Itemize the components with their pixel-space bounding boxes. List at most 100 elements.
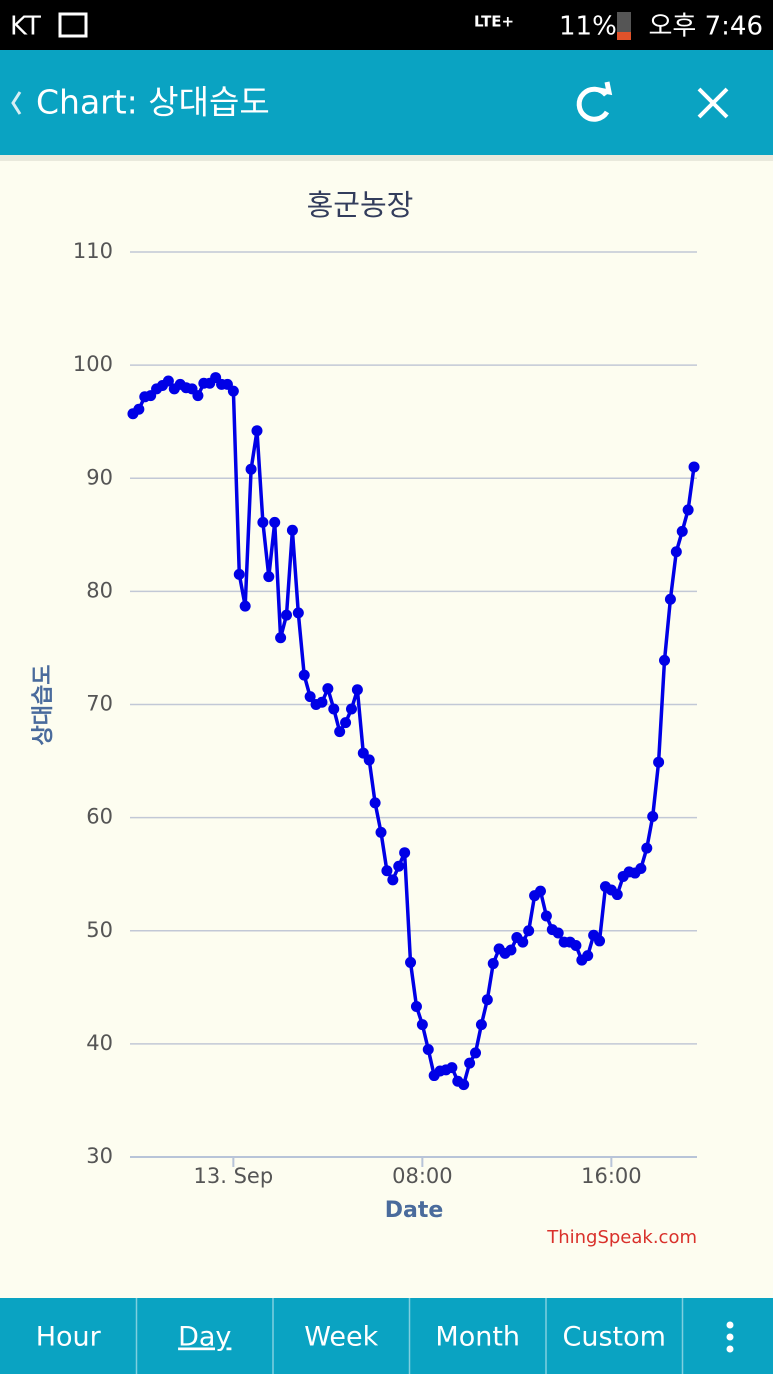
data-point[interactable]	[464, 1057, 476, 1069]
data-point[interactable]	[664, 593, 676, 605]
credit[interactable]: ThingSpeak.com	[546, 1227, 697, 1248]
y-tick-label: 110	[73, 239, 113, 263]
data-point[interactable]	[405, 956, 417, 968]
close-button[interactable]	[697, 87, 729, 119]
data-point[interactable]	[298, 669, 310, 681]
status-bar	[0, 0, 773, 50]
y-tick-label: 60	[86, 805, 113, 829]
data-point[interactable]	[292, 607, 304, 619]
app-bar-shadow	[0, 155, 773, 161]
data-point[interactable]	[594, 935, 606, 947]
carrier: KT	[10, 12, 41, 42]
refresh-button[interactable]	[576, 81, 613, 122]
data-point[interactable]	[523, 925, 535, 937]
data-point[interactable]	[162, 375, 174, 387]
y-axis-label: 상대습도	[31, 665, 56, 746]
network: LTE+	[474, 13, 514, 31]
data-point[interactable]	[245, 463, 257, 475]
data-point[interactable]	[470, 1047, 482, 1059]
data-point[interactable]	[582, 950, 594, 962]
data-point[interactable]	[239, 600, 251, 612]
data-point[interactable]	[381, 865, 393, 877]
data-point[interactable]	[192, 390, 204, 402]
data-point[interactable]	[387, 874, 399, 886]
data-point[interactable]	[505, 944, 517, 956]
plot: 30 40 50 60 70 80 90 100 110 13. Sep 08:00 16:00	[73, 239, 700, 1188]
data-point[interactable]	[422, 1044, 434, 1056]
data-point[interactable]	[251, 425, 263, 437]
data-point[interactable]	[635, 863, 647, 875]
tab[interactable]: Custom	[563, 1322, 666, 1353]
y-tick-label: 30	[86, 1144, 113, 1168]
data-point[interactable]	[322, 683, 334, 695]
data-point[interactable]	[286, 524, 298, 536]
data-point[interactable]	[393, 860, 405, 872]
data-point[interactable]	[481, 994, 493, 1006]
data-point[interactable]	[328, 703, 340, 715]
data-point[interactable]	[653, 756, 665, 768]
data-point[interactable]	[269, 516, 281, 528]
data-point[interactable]	[351, 684, 363, 696]
data-point[interactable]	[369, 797, 381, 809]
x-tick-label: 08:00	[392, 1164, 453, 1188]
back-button[interactable]	[11, 91, 22, 115]
x-axis-label: Date	[385, 1198, 444, 1223]
tab[interactable]: Hour	[36, 1322, 102, 1353]
data-point[interactable]	[257, 516, 269, 528]
data-point[interactable]	[233, 568, 245, 580]
data-point[interactable]	[227, 385, 239, 397]
data-point[interactable]	[375, 826, 387, 838]
data-point[interactable]	[682, 504, 694, 516]
data-point[interactable]	[399, 847, 411, 859]
data-point[interactable]	[487, 958, 499, 970]
data-point[interactable]	[446, 1062, 458, 1074]
tab[interactable]: Week	[304, 1322, 378, 1353]
data-point[interactable]	[517, 936, 529, 948]
data-point[interactable]	[345, 703, 357, 715]
clock: 오후 7:46	[649, 12, 764, 42]
data-point[interactable]	[534, 885, 546, 897]
data-point[interactable]	[316, 696, 328, 708]
data-point[interactable]	[647, 810, 659, 822]
data-point[interactable]	[641, 842, 653, 854]
tab[interactable]: Day	[178, 1322, 231, 1353]
data-point[interactable]	[304, 691, 316, 703]
y-tick-label: 50	[86, 918, 113, 942]
y-tick-label: 40	[86, 1031, 113, 1055]
data-point[interactable]	[676, 525, 688, 537]
battery: 11%	[559, 12, 617, 42]
battery-level	[617, 32, 631, 40]
data-point[interactable]	[410, 1001, 422, 1013]
chart-title: 홍군농장	[307, 188, 414, 222]
data-point[interactable]	[275, 632, 287, 644]
data-point[interactable]	[659, 654, 671, 666]
app-title: Chart: 상대습도	[36, 83, 270, 122]
data-point[interactable]	[281, 609, 293, 621]
image-icon	[58, 12, 88, 38]
data-point[interactable]	[611, 889, 623, 901]
data-line	[131, 375, 696, 1087]
data-point[interactable]	[458, 1079, 470, 1091]
data-point[interactable]	[688, 461, 700, 473]
data-point[interactable]	[670, 546, 682, 558]
more-button[interactable]	[726, 1321, 734, 1353]
tab-bar-bg	[0, 1298, 773, 1374]
tab[interactable]: Month	[435, 1322, 520, 1353]
y-tick-label: 100	[73, 352, 113, 376]
data-point[interactable]	[334, 726, 346, 738]
app-bar	[0, 50, 773, 155]
data-point[interactable]	[540, 910, 552, 922]
data-point[interactable]	[133, 403, 145, 415]
data-point[interactable]	[416, 1019, 428, 1031]
y-tick-label: 70	[86, 692, 113, 716]
data-point[interactable]	[570, 939, 582, 951]
data-point[interactable]	[340, 717, 352, 729]
x-tick-label: 13. Sep	[194, 1164, 274, 1188]
y-tick-label: 80	[86, 578, 113, 602]
data-point[interactable]	[363, 754, 375, 766]
data-point[interactable]	[475, 1019, 487, 1031]
y-tick-label: 90	[86, 465, 113, 489]
data-point[interactable]	[552, 927, 564, 939]
data-point[interactable]	[263, 571, 275, 583]
